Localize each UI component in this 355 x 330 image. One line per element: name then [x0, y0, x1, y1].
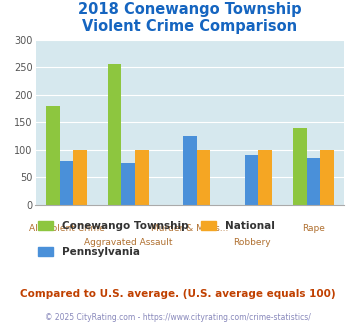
Bar — [108, 64, 121, 205]
Bar — [46, 106, 60, 205]
Bar — [307, 158, 320, 205]
Text: Aggravated Assault: Aggravated Assault — [84, 238, 173, 247]
Text: Robbery: Robbery — [233, 238, 271, 247]
Legend: Pennsylvania: Pennsylvania — [34, 243, 144, 261]
Bar — [245, 155, 258, 205]
Legend: Conewango Township, National: Conewango Township, National — [34, 216, 279, 235]
Bar — [121, 163, 135, 205]
Bar — [60, 161, 73, 205]
Text: Murder & Mans...: Murder & Mans... — [151, 224, 229, 233]
Bar — [258, 149, 272, 205]
Bar — [73, 149, 87, 205]
Text: Rape: Rape — [302, 224, 325, 233]
Text: © 2025 CityRating.com - https://www.cityrating.com/crime-statistics/: © 2025 CityRating.com - https://www.city… — [45, 313, 310, 322]
Bar — [183, 136, 197, 205]
Bar — [320, 149, 334, 205]
Bar — [197, 149, 210, 205]
Text: Compared to U.S. average. (U.S. average equals 100): Compared to U.S. average. (U.S. average … — [20, 289, 335, 299]
Bar — [293, 128, 307, 205]
Bar — [135, 149, 148, 205]
Text: All Violent Crime: All Violent Crime — [28, 224, 104, 233]
Title: 2018 Conewango Township
Violent Crime Comparison: 2018 Conewango Township Violent Crime Co… — [78, 2, 302, 34]
